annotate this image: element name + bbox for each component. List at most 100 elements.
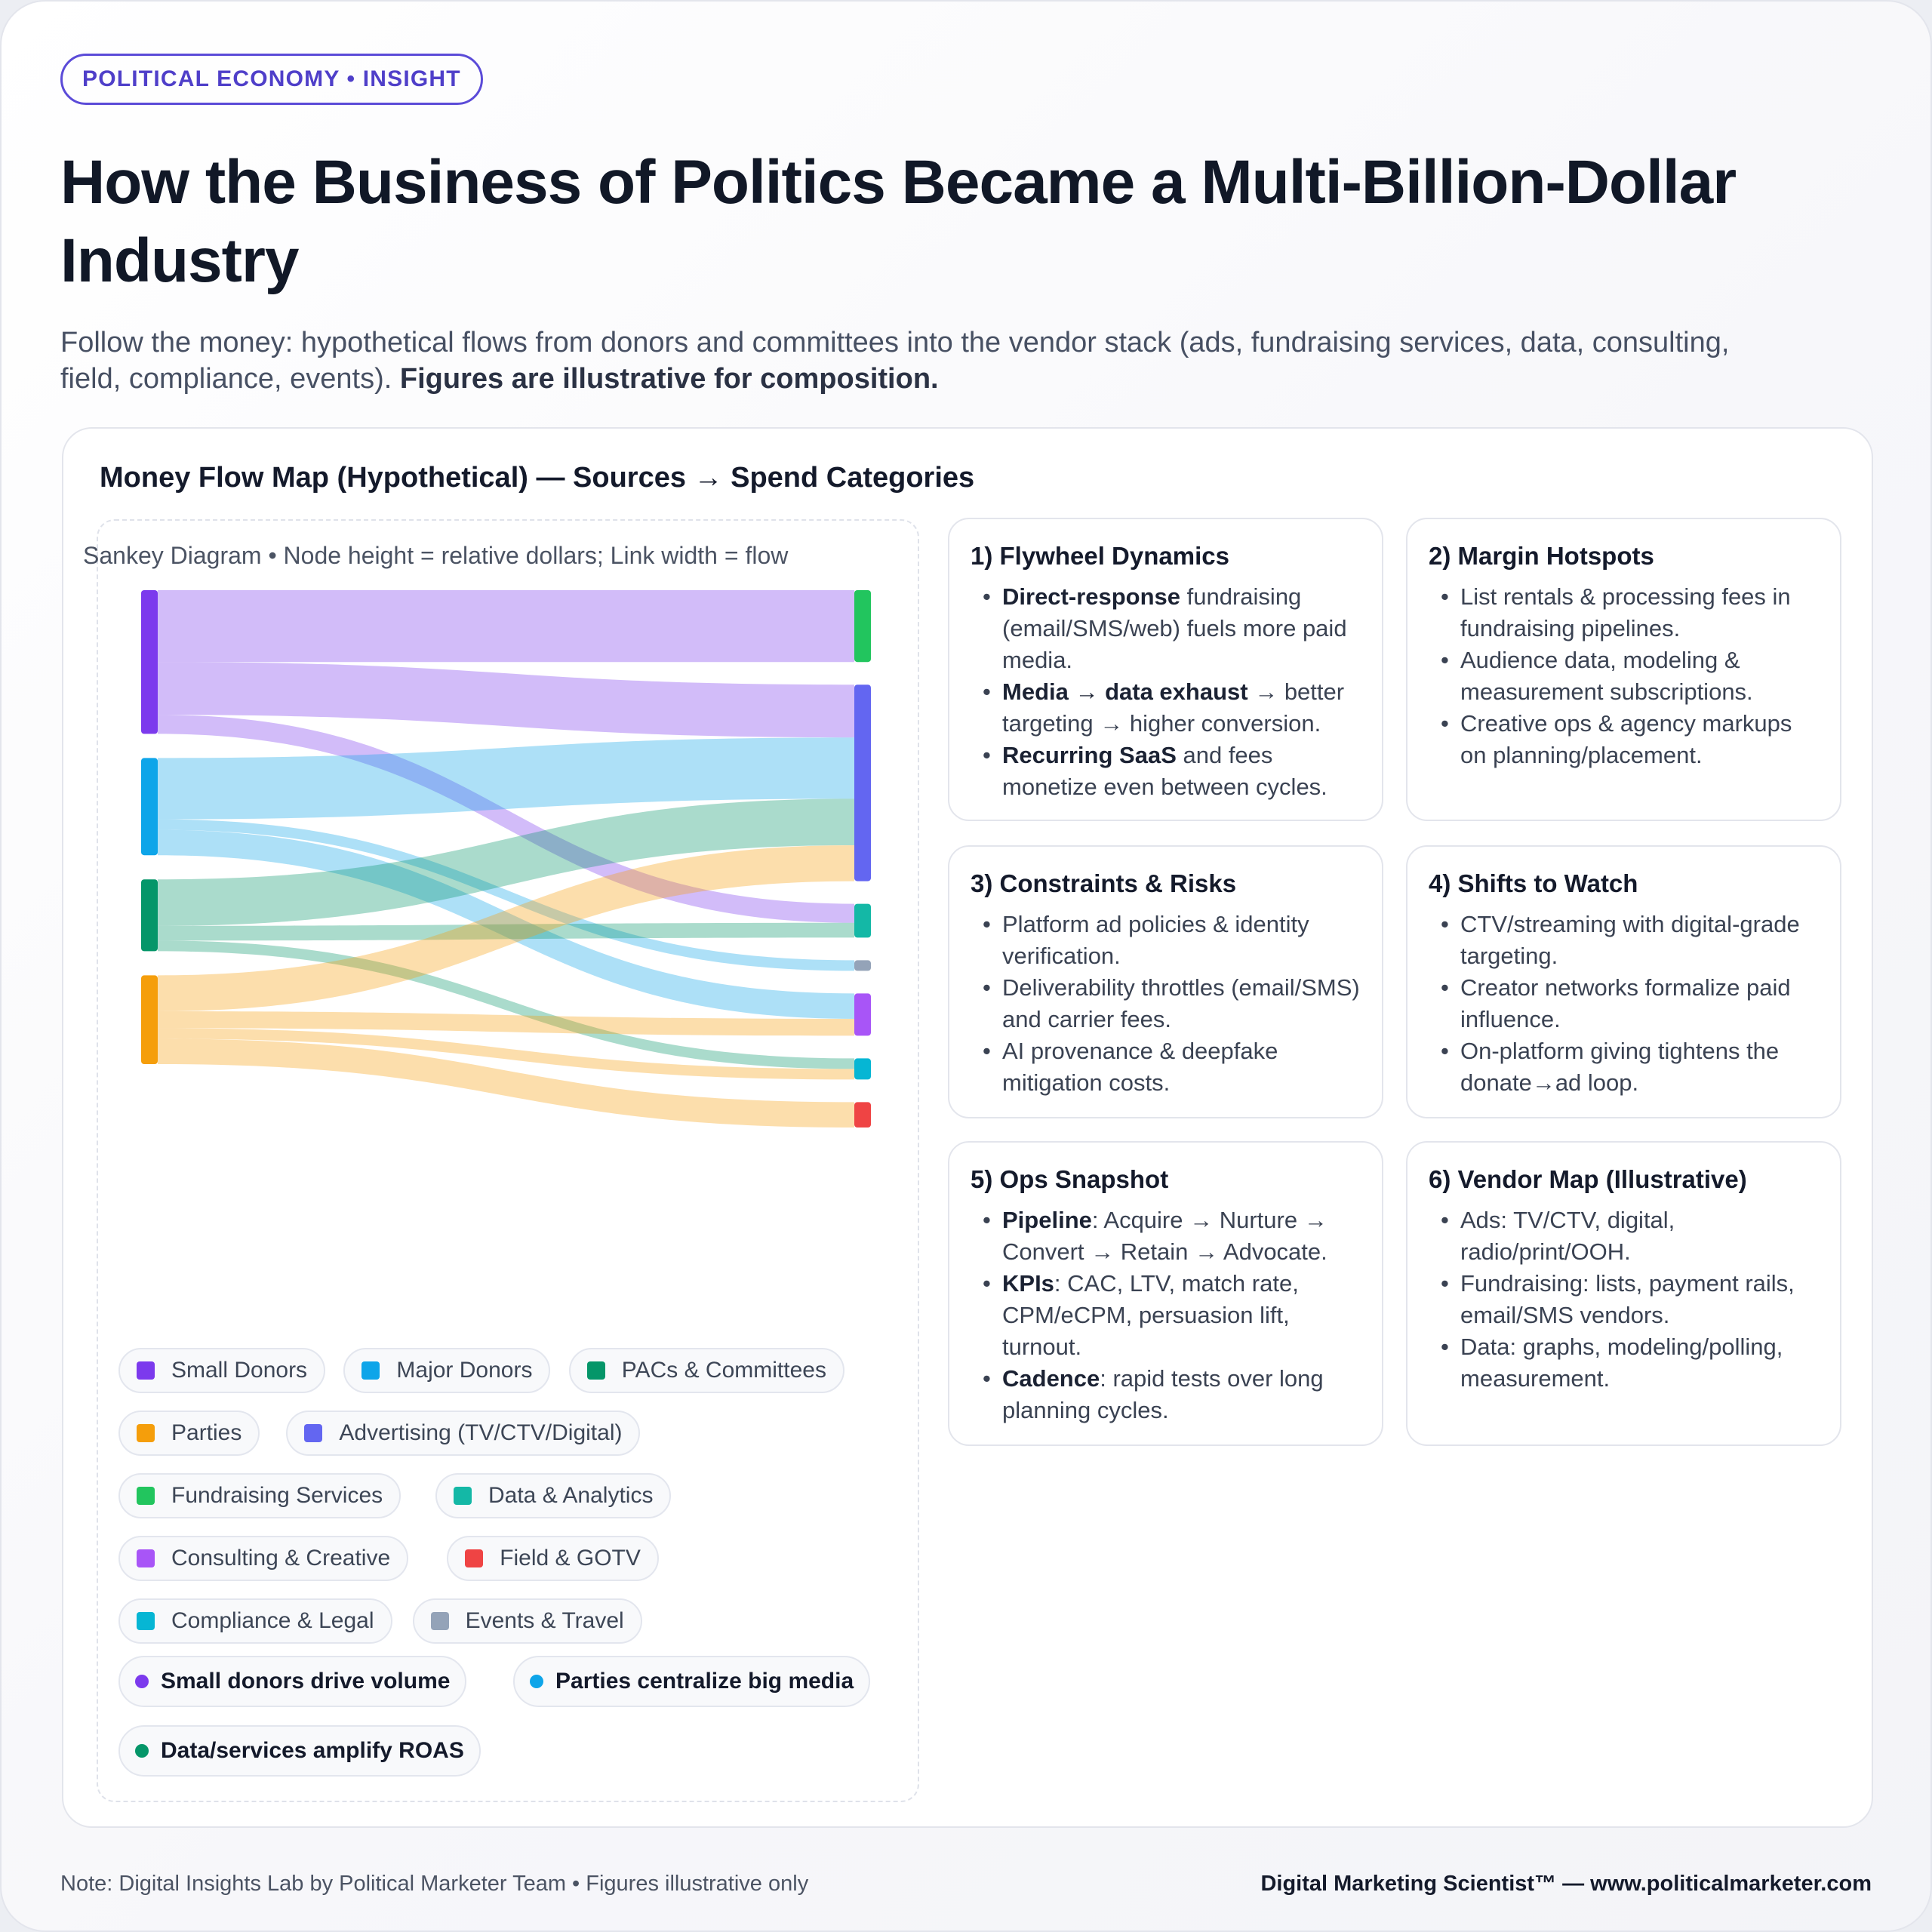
- takeaway-data-services-amplify-roas: Data/services amplify ROAS: [118, 1725, 481, 1777]
- node-data-analytics: [854, 903, 871, 938]
- bullet-text: AI provenance & deepfake mitigation cost…: [1002, 1038, 1278, 1096]
- node-advertising-tv-ctv-digital: [854, 685, 871, 881]
- legend-swatch: [137, 1549, 155, 1567]
- legend-swatch: [454, 1487, 472, 1505]
- bullet-text: Ads: TV/CTV, digital, radio/print/OOH.: [1460, 1207, 1675, 1265]
- takeaway-label: Small donors drive volume: [161, 1669, 451, 1694]
- legend-label: Fundraising Services: [171, 1483, 383, 1508]
- legend-swatch: [304, 1424, 323, 1442]
- card-title: 5) Ops Snapshot: [971, 1165, 1169, 1193]
- card-title: 2) Margin Hotspots: [1429, 542, 1654, 570]
- bullet-emphasis: Recurring SaaS: [1002, 742, 1177, 768]
- card-title: 4) Shifts to Watch: [1429, 869, 1638, 897]
- card-title: 3) Constraints & Risks: [971, 869, 1237, 897]
- money-flow-panel: Money Flow Map (Hypothetical) — Sources …: [62, 427, 1873, 1828]
- legend-item-events-travel: Events & Travel: [412, 1598, 642, 1644]
- bullet-text: On-platform giving tightens the donate→a…: [1460, 1038, 1780, 1096]
- page-title: How the Business of Politics Became a Mu…: [60, 148, 1737, 295]
- legend-swatch: [137, 1424, 155, 1442]
- category-badge: POLITICAL ECONOMY • INSIGHT: [60, 54, 483, 105]
- legend-item-field-gotv: Field & GOTV: [447, 1536, 659, 1581]
- panel-title: Money Flow Map (Hypothetical) — Sources …: [100, 462, 975, 494]
- legend-item-data-analytics: Data & Analytics: [435, 1473, 672, 1518]
- card-bullet: On-platform giving tightens the donate→a…: [1429, 1035, 1819, 1099]
- bullet-text: Data: graphs, modeling/polling, measurem…: [1460, 1334, 1783, 1392]
- bullet-text: CTV/streaming with digital-grade targeti…: [1460, 911, 1800, 969]
- flow-major-donors-to-advertising-tv-ctv-digital: [158, 737, 854, 820]
- takeaway-small-donors-drive-volume: Small donors drive volume: [118, 1656, 467, 1707]
- legend-label: Major Donors: [396, 1358, 533, 1383]
- bullet-emphasis: Direct-response: [1002, 583, 1181, 610]
- legend-label: Field & GOTV: [500, 1546, 641, 1571]
- flow-small-donors-to-data-analytics: [158, 715, 854, 923]
- legend-item-compliance-legal: Compliance & Legal: [118, 1598, 392, 1644]
- card-bullet: Cadence: rapid tests over long planning …: [971, 1363, 1361, 1426]
- card-bullet: Audience data, modeling & measurement su…: [1429, 645, 1819, 708]
- legend-item-fundraising-services: Fundraising Services: [118, 1473, 401, 1518]
- sankey-container: [97, 519, 919, 1802]
- bullet-emphasis: KPIs: [1002, 1270, 1054, 1297]
- takeaway-dot: [135, 1744, 149, 1758]
- flow-parties-to-field-gotv: [158, 1038, 854, 1128]
- bullet-text: Creator networks formalize paid influenc…: [1460, 974, 1791, 1032]
- node-small-donors: [141, 590, 158, 734]
- takeaway-dot: [530, 1675, 543, 1688]
- flow-small-donors-to-fundraising-services: [158, 590, 854, 663]
- flow-major-donors-to-events-travel: [158, 819, 854, 971]
- node-pacs-committees: [141, 879, 158, 952]
- card-bullet-list: Direct-response fundraising (email/SMS/w…: [971, 581, 1361, 803]
- page-subtitle: Follow the money: hypothetical flows fro…: [60, 325, 1796, 397]
- subtitle-text: Follow the money: hypothetical flows fro…: [60, 327, 1730, 395]
- bullet-text: fundraising (email/SMS/web) fuels more p…: [1002, 583, 1347, 673]
- insight-card-6-vendor-map-illustrative: 6) Vendor Map (Illustrative) Ads: TV/CTV,…: [1406, 1141, 1841, 1446]
- card-bullet: Platform ad policies & identity verifica…: [971, 909, 1361, 972]
- takeaway-parties-centralize-big-media: Parties centralize big media: [513, 1656, 871, 1707]
- card-title: 1) Flywheel Dynamics: [971, 542, 1229, 570]
- card-bullet: Deliverability throttles (email/SMS) and…: [971, 972, 1361, 1035]
- card-bullet-list: Platform ad policies & identity verifica…: [971, 909, 1361, 1099]
- card-bullet: Recurring SaaS and fees monetize even be…: [971, 740, 1361, 803]
- insight-card-5-ops-snapshot: 5) Ops Snapshot Pipeline: Acquire → Nurtu…: [948, 1141, 1383, 1446]
- card-bullet: Direct-response fundraising (email/SMS/w…: [971, 581, 1361, 676]
- legend-swatch: [465, 1549, 484, 1567]
- flow-small-donors-to-advertising-tv-ctv-digital: [158, 662, 854, 738]
- node-events-travel: [854, 960, 871, 971]
- card-bullet: Pipeline: Acquire → Nurture → Convert → …: [971, 1204, 1361, 1268]
- card-bullet: AI provenance & deepfake mitigation cost…: [971, 1035, 1361, 1099]
- bullet-text: → better targeting → higher conversion.: [1002, 678, 1345, 737]
- card-bullet: List rentals & processing fees in fundra…: [1429, 581, 1819, 645]
- legend-swatch: [361, 1361, 380, 1380]
- node-fundraising-services: [854, 590, 871, 663]
- flow-parties-to-compliance-legal: [158, 1028, 854, 1080]
- node-consulting-creative: [854, 993, 871, 1036]
- node-parties: [141, 975, 158, 1064]
- bullet-text: : CAC, LTV, match rate, CPM/eCPM, persua…: [1002, 1270, 1299, 1360]
- legend-item-major-donors: Major Donors: [343, 1348, 551, 1393]
- card-bullet-list: Pipeline: Acquire → Nurture → Convert → …: [971, 1204, 1361, 1426]
- footer-note: Note: Digital Insights Lab by Political …: [60, 1872, 809, 1896]
- node-field-gotv: [854, 1102, 871, 1128]
- legend-item-pacs-committees: PACs & Committees: [568, 1348, 844, 1393]
- legend-label: Compliance & Legal: [171, 1608, 374, 1633]
- legend-label: Events & Travel: [465, 1608, 624, 1633]
- card-bullet: Ads: TV/CTV, digital, radio/print/OOH.: [1429, 1204, 1819, 1268]
- card-bullet: Fundraising: lists, payment rails, email…: [1429, 1268, 1819, 1331]
- legend-label: Small Donors: [171, 1358, 308, 1383]
- insight-card-2-margin-hotspots: 2) Margin Hotspots List rentals & process…: [1406, 518, 1841, 821]
- legend-item-advertising-tv-ctv-digital: Advertising (TV/CTV/Digital): [286, 1411, 641, 1456]
- subtitle-emphasis: Figures are illustrative for composition…: [399, 363, 939, 395]
- bullet-text: : Acquire → Nurture → Convert → Retain →…: [1002, 1207, 1327, 1265]
- bullet-emphasis: Media → data exhaust: [1002, 678, 1248, 705]
- insight-card-4-shifts-to-watch: 4) Shifts to Watch CTV/streaming with dig…: [1406, 845, 1841, 1118]
- bullet-text: : rapid tests over long planning cycles.: [1002, 1365, 1324, 1423]
- card-bullet: KPIs: CAC, LTV, match rate, CPM/eCPM, pe…: [971, 1268, 1361, 1363]
- bullet-text: Fundraising: lists, payment rails, email…: [1460, 1270, 1795, 1328]
- legend-swatch: [586, 1361, 605, 1380]
- legend-swatch: [137, 1612, 155, 1630]
- bullet-emphasis: Cadence: [1002, 1365, 1100, 1392]
- takeaway-label: Data/services amplify ROAS: [161, 1738, 464, 1763]
- takeaway-dot: [135, 1675, 149, 1688]
- bullet-text: Deliverability throttles (email/SMS) and…: [1002, 974, 1360, 1032]
